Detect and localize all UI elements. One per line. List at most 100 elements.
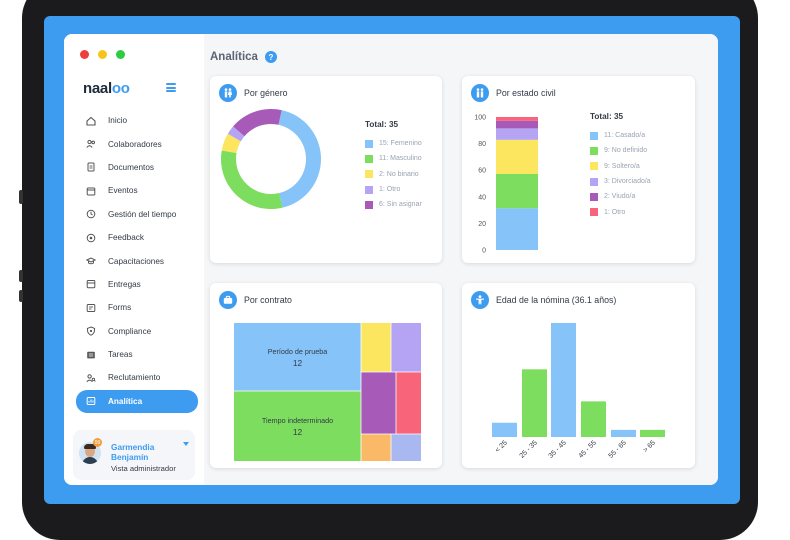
sidebar-item-analítica[interactable]: Analítica bbox=[76, 389, 198, 414]
treemap-cell-2[interactable] bbox=[361, 323, 391, 372]
legend-item[interactable]: 9: No definido bbox=[590, 143, 651, 158]
age-bar-3[interactable] bbox=[581, 401, 606, 437]
user-name: Garmendia Benjamín bbox=[111, 442, 154, 462]
legend-swatch bbox=[590, 162, 598, 171]
y-tick-label: 80 bbox=[478, 141, 486, 148]
legend-label: 9: No definido bbox=[604, 147, 648, 155]
sidebar-item-colaboradores[interactable]: Colaboradores bbox=[76, 132, 198, 155]
donut-slice-3[interactable] bbox=[227, 126, 245, 142]
legend-item[interactable]: 15: Femenino bbox=[365, 136, 422, 151]
logo-owl-icon: oo bbox=[111, 80, 130, 97]
treemap-cell-4[interactable] bbox=[361, 372, 396, 434]
tasks-icon bbox=[86, 350, 96, 360]
legend-swatch bbox=[590, 208, 598, 217]
sidebar-item-reclutamiento[interactable]: Reclutamiento bbox=[76, 366, 198, 389]
sidebar-item-label: Entregas bbox=[108, 279, 141, 289]
donut-slice-4[interactable] bbox=[233, 109, 282, 137]
sidebar-item-capacitaciones[interactable]: Capacitaciones bbox=[76, 249, 198, 272]
sidebar-item-compliance[interactable]: Compliance bbox=[76, 320, 198, 343]
app-window: naaloo Inicio Colaboradores Documentos Even… bbox=[64, 34, 718, 485]
legend-item[interactable]: 6: Sin asignar bbox=[365, 197, 422, 212]
legend-item[interactable]: 9: Soltero/a bbox=[590, 159, 651, 174]
legend-label: 2: Viudo/a bbox=[604, 193, 636, 201]
person-icon bbox=[471, 291, 489, 309]
stack-segment-5[interactable] bbox=[496, 117, 538, 121]
legend-item[interactable]: 2: No binario bbox=[365, 167, 422, 182]
analytics-icon bbox=[86, 396, 96, 406]
sidebar-item-gestión-del-tiempo[interactable]: Gestión del tiempo bbox=[76, 203, 198, 226]
age-bar-2[interactable] bbox=[551, 323, 576, 437]
sidebar-item-eventos[interactable]: Eventos bbox=[76, 179, 198, 202]
feedback-icon bbox=[86, 233, 96, 243]
age-bar-4[interactable] bbox=[611, 429, 636, 437]
age-bar-1[interactable] bbox=[522, 369, 547, 437]
donut-slice-0[interactable] bbox=[278, 110, 321, 208]
donut-slice-1[interactable] bbox=[221, 150, 283, 209]
legend-total: Total: 35 bbox=[590, 112, 624, 121]
users-icon bbox=[86, 139, 96, 149]
card-age: Edad de la nómina (36.1 años) < 25 25 - 3… bbox=[462, 283, 695, 468]
card-age-header: Edad de la nómina (36.1 años) bbox=[471, 291, 616, 309]
sidebar-item-inicio[interactable]: Inicio bbox=[76, 109, 198, 132]
card-marital-title: Por estado civil bbox=[496, 88, 556, 98]
legend-label: 11: Casado/a bbox=[604, 132, 646, 140]
treemap-cell-label: Período de prueba bbox=[268, 347, 328, 356]
sidebar-item-label: Inicio bbox=[108, 116, 128, 126]
shield-icon bbox=[86, 326, 96, 336]
clock-icon bbox=[86, 209, 96, 219]
home-icon bbox=[86, 116, 96, 126]
legend-total: Total: 35 bbox=[365, 120, 399, 129]
legend-item[interactable]: 2: Viudo/a bbox=[590, 189, 651, 204]
legend-swatch bbox=[590, 192, 598, 201]
legend-swatch bbox=[365, 154, 373, 163]
donut-slice-2[interactable] bbox=[221, 133, 241, 154]
couple-icon bbox=[471, 84, 489, 102]
maximize-window-dot[interactable] bbox=[116, 50, 125, 59]
age-bar-0[interactable] bbox=[492, 422, 517, 437]
sidebar-item-tareas[interactable]: Tareas bbox=[76, 343, 198, 366]
legend-item[interactable]: 3: Divorciado/a bbox=[590, 174, 651, 189]
form-icon bbox=[86, 303, 96, 313]
legend-item[interactable]: 11: Casado/a bbox=[590, 128, 651, 143]
gender-icon bbox=[219, 84, 237, 102]
legend-item[interactable]: 1: Otro bbox=[590, 204, 651, 219]
legend-swatch bbox=[590, 177, 598, 186]
help-icon[interactable]: ? bbox=[264, 51, 277, 63]
sidebar-item-entregas[interactable]: Entregas bbox=[76, 273, 198, 296]
logo-text: naal bbox=[83, 80, 112, 97]
x-tick-label: 55 - 65 bbox=[608, 439, 628, 459]
legend-label: 1: Otro bbox=[379, 186, 401, 194]
sidebar-item-feedback[interactable]: Feedback bbox=[76, 226, 198, 249]
stack-segment-4[interactable] bbox=[496, 120, 538, 129]
menu-toggle-icon[interactable] bbox=[166, 83, 176, 92]
legend-swatch bbox=[365, 170, 373, 179]
stack-segment-3[interactable] bbox=[496, 128, 538, 140]
stack-segment-2[interactable] bbox=[496, 139, 538, 174]
sidebar-item-forms[interactable]: Forms bbox=[76, 296, 198, 319]
chevron-down-icon[interactable] bbox=[183, 442, 189, 446]
legend-label: 6: Sin asignar bbox=[379, 201, 422, 209]
main-content: Analítica ? Por género Total: 35 15: Feme… bbox=[204, 34, 718, 485]
legend-item[interactable]: 11: Masculino bbox=[365, 151, 422, 166]
sidebar: naaloo Inicio Colaboradores Documentos Even… bbox=[64, 34, 204, 485]
document-icon bbox=[86, 162, 96, 172]
treemap-cell-6[interactable] bbox=[361, 434, 391, 461]
x-tick-label: 35 - 45 bbox=[548, 439, 568, 459]
minimize-window-dot[interactable] bbox=[98, 50, 107, 59]
treemap-cell-0[interactable] bbox=[234, 323, 361, 391]
stack-segment-0[interactable] bbox=[496, 208, 538, 250]
sidebar-item-documentos[interactable]: Documentos bbox=[76, 156, 198, 179]
tablet-side-button bbox=[19, 190, 23, 204]
stack-segment-1[interactable] bbox=[496, 174, 538, 209]
x-tick-label: < 25 bbox=[494, 439, 509, 454]
treemap-cell-1[interactable] bbox=[234, 391, 361, 461]
brand-logo[interactable]: naaloo bbox=[83, 80, 130, 97]
treemap-cell-5[interactable] bbox=[396, 372, 421, 434]
treemap-cell-7[interactable] bbox=[391, 434, 421, 461]
legend-item[interactable]: 1: Otro bbox=[365, 182, 422, 197]
y-tick-label: 60 bbox=[478, 168, 486, 175]
user-card[interactable]: 99 Garmendia Benjamín Vista administrado… bbox=[73, 430, 195, 480]
age-bar-5[interactable] bbox=[640, 429, 665, 437]
treemap-cell-3[interactable] bbox=[391, 323, 421, 372]
close-window-dot[interactable] bbox=[80, 50, 89, 59]
